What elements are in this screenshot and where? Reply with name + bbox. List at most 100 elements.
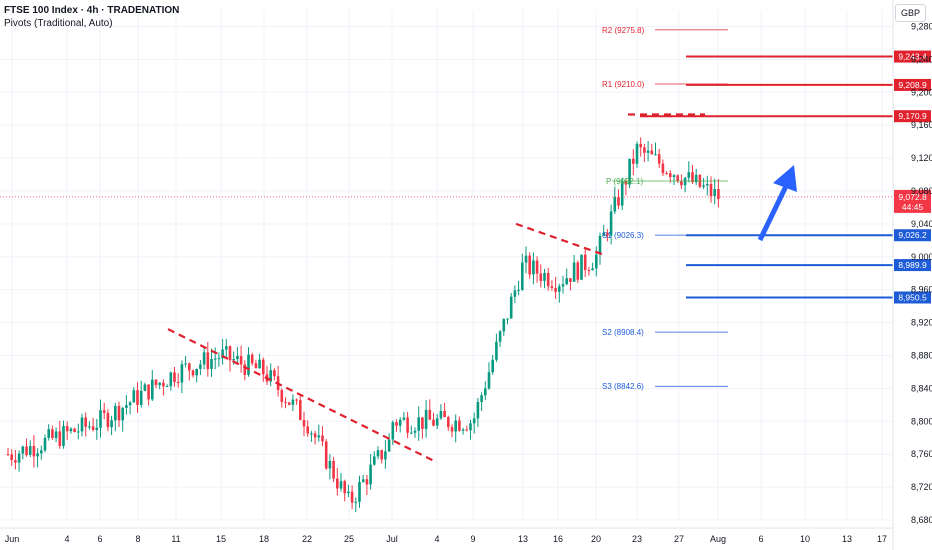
candle-body (576, 262, 580, 280)
price-tag-label: 9,243.4 (898, 52, 927, 62)
x-axis: Jun 4 6 8 11 15 18 22 25 Jul 4 9 13 16 20 23 27 Aug 6 10 13 1… (0, 527, 893, 544)
candle-body (432, 419, 435, 426)
candle-body (339, 481, 343, 489)
x-tick-label: Jun (5, 534, 20, 544)
candle-body (328, 460, 332, 469)
x-tick-label: 22 (302, 534, 312, 544)
candle-body (480, 395, 483, 403)
candle-body (646, 150, 650, 153)
candle-body (583, 254, 587, 271)
candle-body (669, 173, 672, 178)
candle-body (62, 426, 65, 447)
candle-body (165, 386, 169, 388)
candle-body (458, 420, 461, 431)
price-tag-label: 8,950.5 (898, 292, 927, 302)
y-tick-label: 8,760.0 (911, 449, 932, 459)
candle-body (620, 181, 624, 206)
y-tick-label: 8,920.0 (911, 318, 932, 328)
candle-body (195, 368, 198, 376)
candle-body (51, 429, 54, 439)
x-tick-label: 13 (518, 534, 528, 544)
candle-body (84, 417, 87, 427)
candle-body (676, 175, 679, 182)
candle-body (188, 363, 191, 371)
candle-body (213, 358, 217, 360)
x-tick-label: 15 (216, 534, 226, 544)
candle-body (602, 232, 605, 236)
candle-body (639, 143, 642, 148)
x-tick-label: Aug (710, 534, 726, 544)
candle-body (417, 417, 420, 431)
candle-body (354, 501, 358, 503)
candle-body (80, 417, 84, 432)
candle-body (128, 402, 132, 406)
candle-body (295, 399, 298, 401)
candle-body (410, 432, 413, 434)
candle-body (561, 284, 565, 287)
candle-body (435, 418, 439, 426)
candle-body (243, 364, 247, 375)
countdown-label: 44:45 (902, 202, 924, 212)
x-tick-label: 10 (800, 534, 810, 544)
candle-body (369, 464, 372, 485)
candle-body (391, 422, 395, 440)
candle-body (694, 174, 698, 183)
gridlines (0, 10, 893, 521)
pivot-label: R1 (9210.0) (602, 80, 645, 89)
candle-body (683, 177, 687, 186)
candle-body (6, 454, 10, 456)
candle-body (609, 211, 613, 236)
candle-body (73, 428, 76, 432)
chart-title: FTSE 100 Index · 4h · TRADENATION (4, 5, 180, 16)
candle-body (650, 150, 654, 155)
candle-body (535, 260, 539, 274)
candle-body (502, 319, 506, 332)
y-tick-label: 8,800.0 (911, 416, 932, 426)
y-tick-label: 8,720.0 (911, 482, 932, 492)
pivot-label: S1 (9026.3) (602, 231, 644, 240)
candle-body (132, 390, 136, 403)
candle-body (424, 409, 428, 429)
currency-button[interactable]: GBP (894, 4, 926, 22)
candle-body (47, 429, 50, 438)
price-tag (894, 291, 931, 304)
candle-body (491, 359, 494, 373)
candle-body (88, 426, 91, 428)
candle-body (350, 491, 354, 503)
candle-body (506, 318, 509, 320)
x-tick-label: 13 (842, 534, 852, 544)
candle-body (443, 410, 446, 418)
candle-body (624, 181, 628, 185)
candle-body (206, 352, 210, 370)
candle-body (706, 183, 709, 186)
levels: R2 (9275.8) R1 (9210.0) P (9092.1) S1 (9026… (0, 26, 931, 464)
candle-body (517, 289, 520, 291)
x-tick-label: 23 (632, 534, 642, 544)
x-tick-label: 11 (171, 534, 180, 544)
x-tick-label: 18 (259, 534, 269, 544)
candle-body (513, 290, 517, 297)
pivot-label: R2 (9275.8) (602, 26, 645, 35)
price-tag-label: 9,170.9 (898, 111, 927, 121)
x-tick-label: 9 (470, 534, 475, 544)
candle-body (373, 456, 376, 465)
candle-body (21, 446, 25, 454)
candle-body (173, 372, 176, 382)
x-tick-label: 25 (344, 534, 354, 544)
candle-body (151, 379, 154, 400)
candle-body (484, 388, 487, 396)
candle-body (469, 423, 472, 431)
candle-body (465, 429, 469, 431)
candle-body (402, 417, 406, 420)
candle-body (65, 426, 69, 432)
candle-body (236, 355, 239, 360)
candle-body (413, 430, 417, 433)
candle-body (661, 163, 665, 174)
candle-body (524, 255, 528, 263)
candle-body (36, 453, 39, 457)
candle-body (598, 235, 602, 255)
candle-body (569, 278, 572, 282)
candle-body (595, 254, 598, 269)
candle-body (306, 426, 309, 434)
